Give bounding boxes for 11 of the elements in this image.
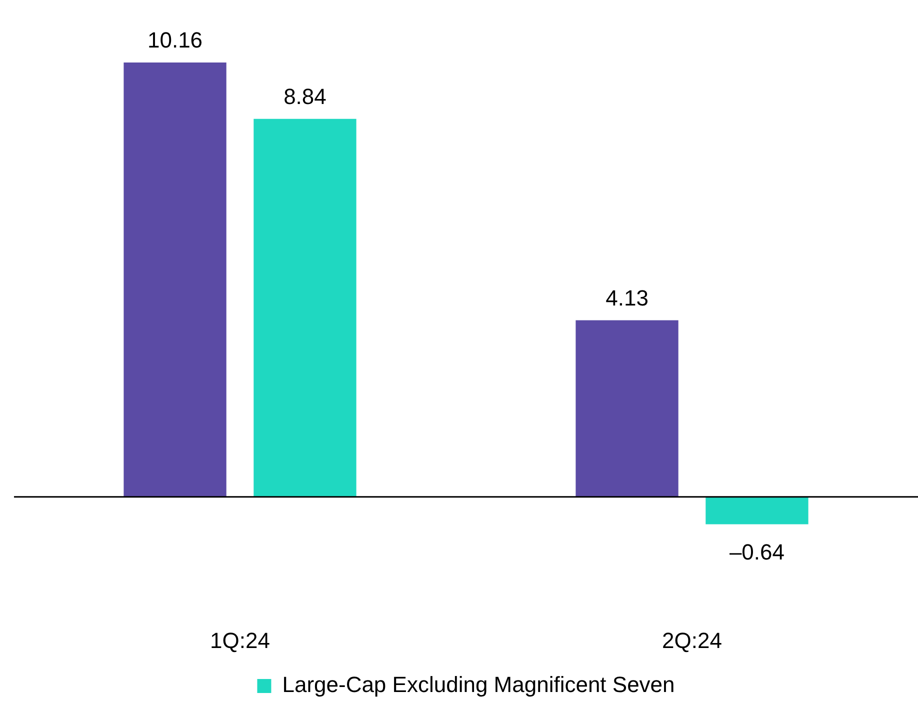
data-label: 4.13 xyxy=(606,285,648,310)
data-label: –0.64 xyxy=(729,539,785,564)
bar xyxy=(706,496,808,524)
legend-label: Large-Cap Excluding Magnificent Seven xyxy=(282,672,675,698)
bar xyxy=(124,62,226,497)
bar xyxy=(254,118,356,497)
data-label: 8.84 xyxy=(284,84,326,109)
x-tick-label: 1Q:24 xyxy=(210,628,270,653)
x-tick-label: 2Q:24 xyxy=(662,628,722,653)
data-label: 10.16 xyxy=(147,28,203,53)
bar xyxy=(576,320,678,497)
